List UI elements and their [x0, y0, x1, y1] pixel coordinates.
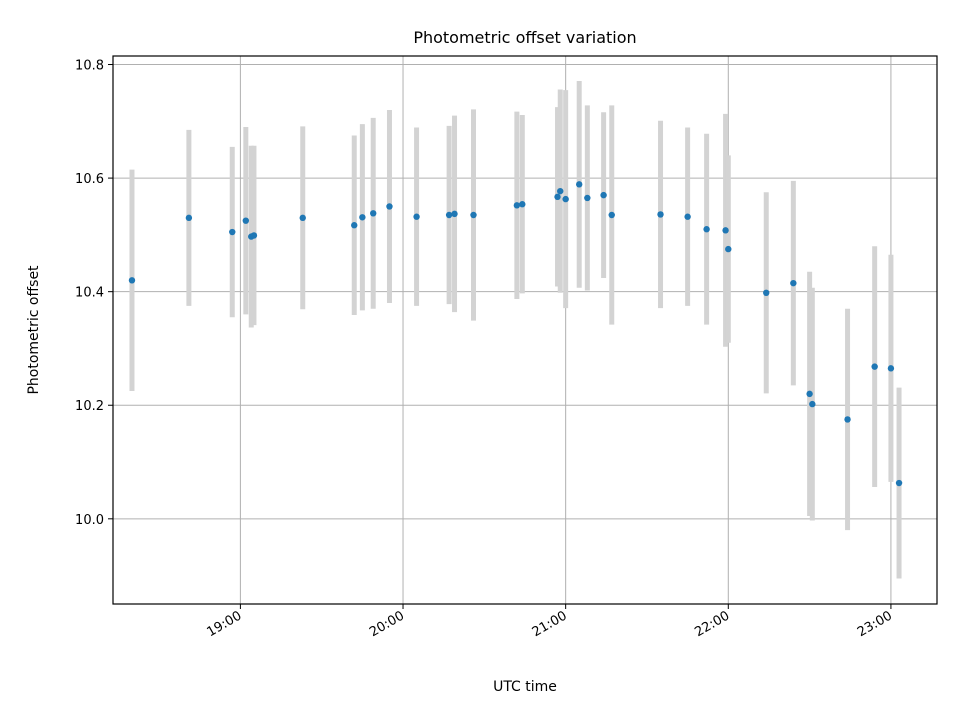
data-point [250, 232, 258, 239]
data-point [806, 390, 813, 398]
data-points [128, 181, 903, 487]
y-tick-label: 10.4 [75, 286, 104, 301]
data-point [359, 214, 366, 221]
y-axis-ticks: 10.0 10.2 10.4 10.6 10.8 [75, 59, 113, 528]
data-point [703, 226, 710, 233]
data-point [725, 245, 732, 253]
y-tick-label: 10.0 [75, 513, 104, 528]
y-tick-label: 10.8 [75, 59, 104, 74]
data-point [242, 217, 250, 224]
y-axis-label: Photometric offset [26, 265, 42, 395]
chart-title: Photometric offset variation [413, 28, 636, 47]
data-point [370, 210, 377, 217]
data-point [554, 193, 561, 201]
data-point [513, 202, 521, 209]
data-point [887, 365, 895, 372]
data-point [386, 203, 393, 210]
data-point [351, 222, 358, 229]
data-point [809, 400, 816, 408]
data-point [128, 277, 136, 284]
data-point [519, 201, 526, 208]
data-point [470, 211, 477, 219]
data-point [413, 213, 420, 220]
data-point [871, 363, 878, 370]
data-point [763, 289, 770, 297]
plot-frame [112, 55, 938, 605]
data-point [600, 191, 607, 199]
x-axis-label: UTC time [493, 679, 557, 695]
y-tick-label: 10.2 [75, 399, 104, 414]
data-point [229, 228, 236, 236]
y-tick-label: 10.6 [75, 172, 104, 187]
data-point [445, 211, 453, 219]
data-point [722, 227, 729, 234]
data-point [299, 214, 306, 222]
data-point [844, 416, 851, 423]
data-point [684, 213, 691, 220]
data-point [451, 210, 458, 218]
data-point [657, 211, 664, 218]
data-point [185, 214, 193, 222]
data-point [576, 181, 583, 188]
data-point [562, 195, 569, 203]
data-point [584, 194, 591, 202]
data-point [790, 279, 797, 287]
data-point [895, 479, 903, 487]
data-point [608, 211, 615, 219]
data-point [557, 187, 564, 195]
